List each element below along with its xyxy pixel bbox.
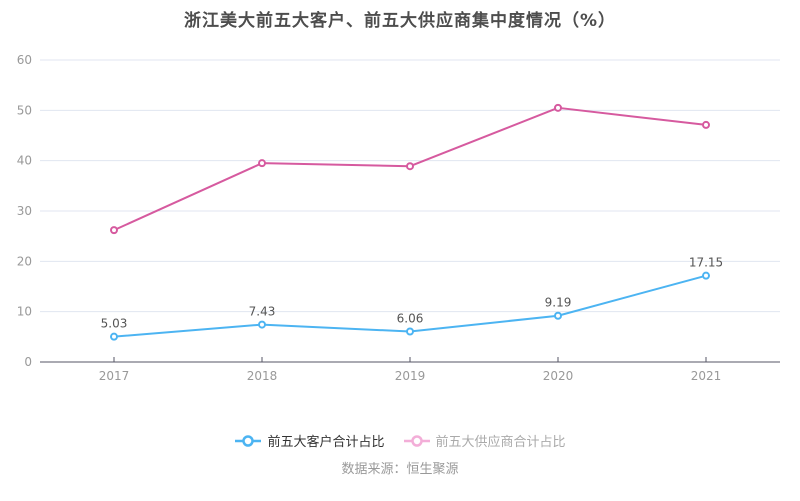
series-1-point [110, 226, 118, 235]
series-0-data-label: 7.43 [249, 305, 276, 319]
series-0-point [258, 320, 266, 329]
x-tick-label: 2021 [691, 369, 722, 383]
legend-suppliers-marker-icon [403, 434, 430, 447]
y-tick-label: 10 [17, 305, 32, 319]
series-0-point [702, 271, 710, 280]
legend-item-customers[interactable]: 前五大客户合计占比 [234, 431, 385, 450]
chart-title: 浙江美大前五大客户、前五大供应商集中度情况（%） [183, 11, 617, 31]
series-0-data-label: 5.03 [101, 317, 128, 331]
y-tick-label: 20 [17, 254, 32, 268]
y-tick-label: 0 [24, 355, 32, 369]
series-1-point [406, 162, 414, 171]
x-tick-label: 2017 [99, 369, 130, 383]
y-tick-label: 50 [17, 103, 32, 117]
series-0-point [554, 311, 562, 320]
series-0-data-label: 17.15 [689, 256, 723, 270]
source-text: 数据来源：恒生聚源 [341, 462, 459, 477]
series-0-data-label: 9.19 [545, 296, 572, 310]
y-tick-label: 30 [17, 204, 32, 218]
series-0-data-label: 6.06 [397, 311, 424, 325]
y-tick-label: 60 [17, 53, 32, 67]
series-0-point [110, 332, 118, 341]
legend: 前五大客户合计占比 前五大供应商合计占比 [0, 431, 800, 450]
series-1-point [554, 103, 562, 112]
series-1-point [258, 159, 266, 168]
legend-customers-marker-icon [235, 434, 262, 447]
legend-item-suppliers[interactable]: 前五大供应商合计占比 [403, 431, 566, 450]
legend-customers-label: 前五大客户合计占比 [267, 435, 385, 450]
x-tick-label: 2019 [395, 369, 426, 383]
x-tick-label: 2018 [247, 369, 278, 383]
plot-area: 0 10 20 30 40 50 60 2017 2018 2019 2020 2021 5.03 7.4… [17, 53, 780, 383]
legend-suppliers-label: 前五大供应商合计占比 [435, 435, 566, 450]
x-tick-label: 2020 [543, 369, 574, 383]
y-tick-label: 40 [17, 154, 32, 168]
series-1-point [702, 120, 710, 129]
series-0-point [406, 327, 414, 336]
